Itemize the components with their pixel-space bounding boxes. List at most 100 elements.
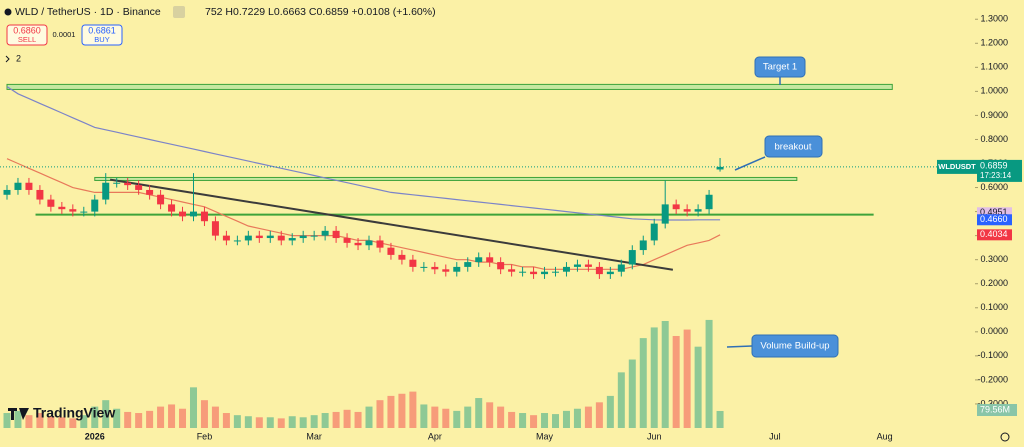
y-tick-label: -0.1000 xyxy=(977,350,1008,360)
sell-button[interactable] xyxy=(6,24,48,46)
candle-body xyxy=(354,242,362,246)
volume-bar xyxy=(255,417,263,428)
volume-bar xyxy=(562,410,570,428)
candle-body xyxy=(365,240,373,246)
volume-bar xyxy=(661,321,669,428)
y-tick-label: 0.9000 xyxy=(980,110,1008,120)
candle-body xyxy=(694,209,702,212)
candle-body xyxy=(332,230,340,239)
candle-body xyxy=(102,182,110,200)
candle-body xyxy=(299,235,307,239)
candle-body xyxy=(376,240,384,248)
volume-bar xyxy=(398,393,406,428)
volume-bar xyxy=(464,406,472,428)
y-tick-label: 0.6000 xyxy=(980,182,1008,192)
settings-icon[interactable] xyxy=(1000,432,1010,442)
indicator-count: 2 xyxy=(16,53,21,63)
candle-body xyxy=(595,266,603,275)
price-tag-value: 0.4660 xyxy=(980,214,1008,224)
candle-body xyxy=(168,204,176,212)
candle-body xyxy=(584,264,592,267)
candle-body xyxy=(628,250,636,265)
volume-bar xyxy=(541,413,549,428)
candle-body xyxy=(310,235,318,237)
callout-text: Target 1 xyxy=(763,62,797,73)
volume-bar xyxy=(80,415,88,428)
candle-body xyxy=(530,271,538,275)
candle-body xyxy=(244,235,252,241)
x-tick-label: Feb xyxy=(197,431,213,441)
y-tick-label: 1.0000 xyxy=(980,86,1008,96)
volume-bar xyxy=(266,417,274,428)
buy-button[interactable] xyxy=(81,24,123,46)
candle-body xyxy=(343,238,351,243)
volume-bar xyxy=(189,387,197,428)
brand-name: TradingView xyxy=(33,405,115,421)
volume-bar xyxy=(486,402,494,428)
volume-bar xyxy=(157,406,165,428)
candle-body xyxy=(58,206,66,210)
volume-bar xyxy=(91,406,99,428)
candle-body xyxy=(431,266,439,270)
volume-bar xyxy=(354,411,362,428)
volume-bar xyxy=(200,400,208,428)
candle-body xyxy=(486,257,494,263)
volume-bar xyxy=(58,417,66,428)
volume-bar xyxy=(617,372,625,428)
candle-body xyxy=(321,230,329,236)
volume-bar xyxy=(168,404,176,428)
candle-body xyxy=(562,266,570,272)
volume-bar xyxy=(387,395,395,428)
volume-bar xyxy=(530,415,538,428)
y-tick-label: 1.2000 xyxy=(980,38,1008,48)
candle-body xyxy=(222,235,230,241)
price-tag xyxy=(977,207,1012,219)
compare-icon[interactable] xyxy=(173,6,185,18)
volume-bar xyxy=(683,329,691,428)
price-tag xyxy=(977,229,1012,241)
candle-body xyxy=(387,247,395,255)
candle-body xyxy=(497,262,505,270)
price-zone xyxy=(94,176,798,181)
x-tick-label: May xyxy=(536,431,554,441)
volume-bar xyxy=(584,406,592,428)
candle-body xyxy=(552,271,559,273)
callout-box xyxy=(764,135,823,158)
candle-body xyxy=(200,211,208,222)
x-tick-label: Jul xyxy=(769,431,781,441)
callout-arrow xyxy=(726,345,753,348)
x-tick-label: Mar xyxy=(306,431,322,441)
x-tick-label: 2026 xyxy=(85,431,105,441)
candle-body xyxy=(124,182,132,186)
sell-label: SELL xyxy=(18,35,36,44)
volume-tag-value: 79.56M xyxy=(980,404,1010,414)
volume-bar xyxy=(179,408,187,428)
candle-body xyxy=(475,257,483,263)
volume-bar xyxy=(277,418,285,428)
candle-body xyxy=(639,240,647,251)
volume-bar xyxy=(606,395,614,428)
collapse-icon[interactable] xyxy=(5,55,10,63)
candle-body xyxy=(211,221,219,236)
callout-text: breakout xyxy=(775,142,812,153)
candle-body xyxy=(541,271,549,275)
callout-arrow xyxy=(734,156,766,171)
candle-body xyxy=(705,194,713,210)
volume-bar xyxy=(332,411,340,428)
price-tag-countdown: 17:23:14 xyxy=(980,171,1012,180)
candle-body xyxy=(442,269,450,272)
symbol-title: WLD / TetherUS · 1D · Binance xyxy=(15,6,161,18)
price-zone xyxy=(6,83,893,90)
callout-breakout: breakout xyxy=(734,135,823,171)
volume-tag xyxy=(977,404,1017,416)
price-tag-value: 0.4951 xyxy=(980,207,1008,217)
price-tag xyxy=(977,214,1012,226)
volume-bar xyxy=(650,327,658,428)
candle-body xyxy=(617,264,625,272)
volume-bar xyxy=(124,411,132,428)
candle-body xyxy=(409,259,417,267)
candle-body xyxy=(233,240,241,242)
volume-bar xyxy=(508,411,516,428)
symbol-name: WLDUSDT xyxy=(938,162,976,171)
